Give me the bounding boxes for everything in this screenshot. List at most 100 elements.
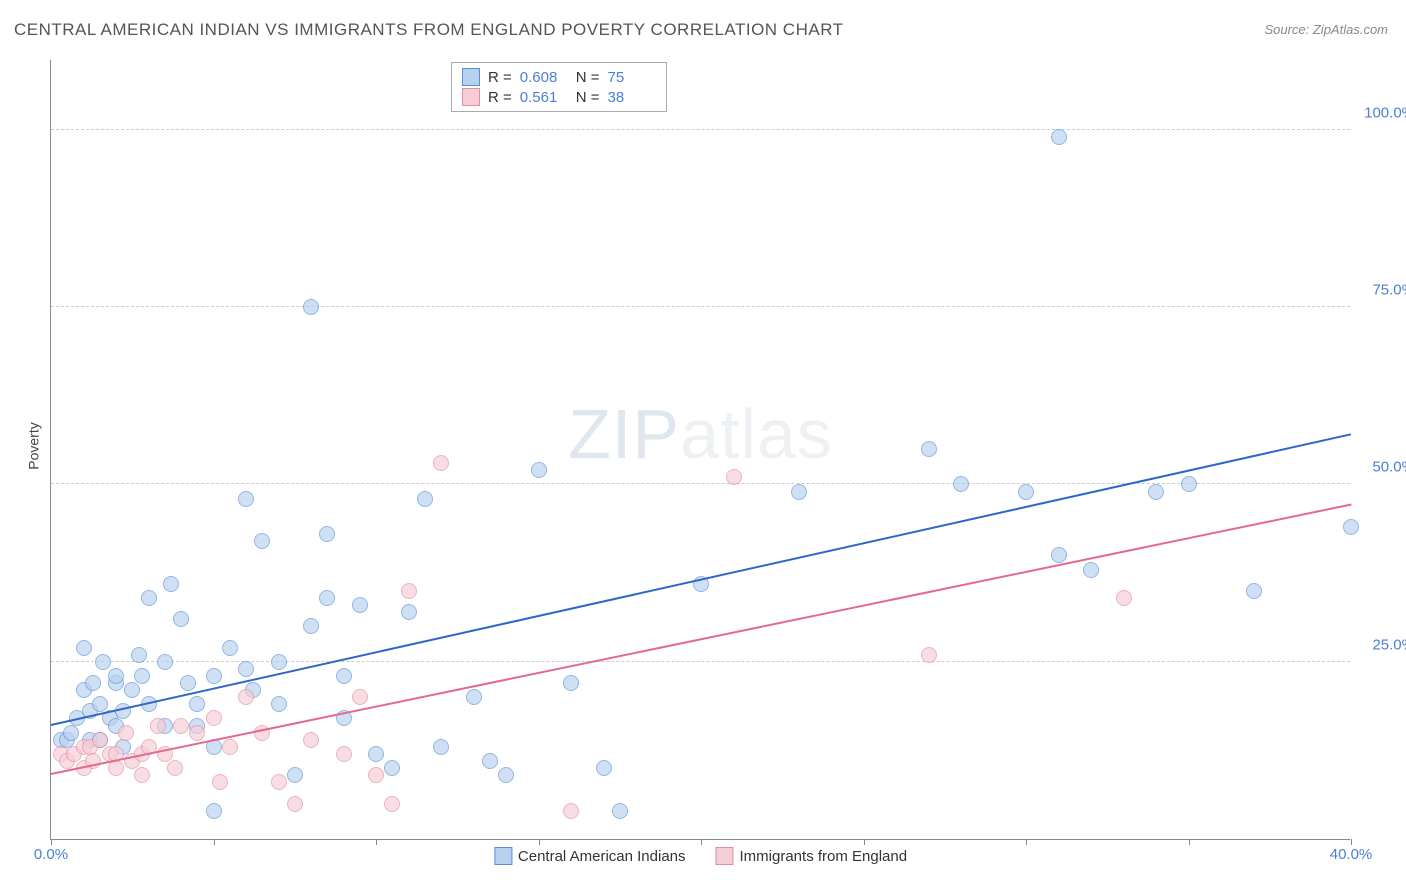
data-point-series1 — [92, 696, 108, 712]
x-tick-mark — [701, 839, 702, 845]
data-point-series1 — [287, 767, 303, 783]
y-tick-label: 50.0% — [1355, 459, 1406, 476]
data-point-series1 — [63, 725, 79, 741]
data-point-series1 — [498, 767, 514, 783]
data-point-series1 — [134, 668, 150, 684]
data-point-series1 — [95, 654, 111, 670]
x-tick-mark — [51, 839, 52, 845]
watermark: ZIPatlas — [568, 394, 833, 474]
data-point-series1 — [141, 590, 157, 606]
swatch-series2 — [716, 847, 734, 865]
data-point-series2 — [206, 710, 222, 726]
legend-item-series2: Immigrants from England — [716, 847, 908, 865]
y-tick-label: 25.0% — [1355, 636, 1406, 653]
data-point-series1 — [238, 661, 254, 677]
data-point-series1 — [433, 739, 449, 755]
data-point-series2 — [150, 718, 166, 734]
legend-label-series2: Immigrants from England — [740, 848, 908, 865]
data-point-series1 — [131, 647, 147, 663]
data-point-series2 — [189, 725, 205, 741]
data-point-series2 — [118, 725, 134, 741]
data-point-series1 — [1051, 129, 1067, 145]
data-point-series2 — [384, 796, 400, 812]
legend-label-series1: Central American Indians — [518, 848, 686, 865]
data-point-series1 — [180, 675, 196, 691]
x-tick-mark — [376, 839, 377, 845]
data-point-series1 — [222, 640, 238, 656]
data-point-series1 — [206, 803, 222, 819]
data-point-series1 — [417, 491, 433, 507]
data-point-series2 — [401, 583, 417, 599]
data-point-series1 — [563, 675, 579, 691]
data-point-series1 — [384, 760, 400, 776]
data-point-series1 — [319, 590, 335, 606]
x-tick-mark — [1026, 839, 1027, 845]
data-point-series2 — [352, 689, 368, 705]
data-point-series1 — [531, 462, 547, 478]
data-point-series1 — [1181, 476, 1197, 492]
data-point-series2 — [336, 746, 352, 762]
data-point-series1 — [271, 654, 287, 670]
n-value-series1: 75 — [608, 69, 656, 86]
data-point-series2 — [212, 774, 228, 790]
data-point-series1 — [401, 604, 417, 620]
data-point-series1 — [482, 753, 498, 769]
source-label: Source: ZipAtlas.com — [1264, 22, 1388, 37]
r-label: R = — [488, 89, 512, 106]
data-point-series1 — [189, 696, 205, 712]
data-point-series1 — [596, 760, 612, 776]
data-point-series2 — [433, 455, 449, 471]
data-point-series2 — [726, 469, 742, 485]
data-point-series1 — [303, 618, 319, 634]
legend-bottom: Central American Indians Immigrants from… — [494, 847, 907, 865]
data-point-series1 — [1051, 547, 1067, 563]
data-point-series1 — [108, 668, 124, 684]
data-point-series2 — [563, 803, 579, 819]
data-point-series1 — [254, 533, 270, 549]
data-point-series2 — [92, 732, 108, 748]
stats-legend-box: R = 0.608 N = 75 R = 0.561 N = 38 — [451, 62, 667, 112]
x-tick-mark — [539, 839, 540, 845]
data-point-series1 — [953, 476, 969, 492]
data-point-series1 — [124, 682, 140, 698]
swatch-series1 — [494, 847, 512, 865]
swatch-series2 — [462, 88, 480, 106]
gridline-h — [51, 306, 1350, 307]
data-point-series1 — [271, 696, 287, 712]
x-tick-mark — [1189, 839, 1190, 845]
data-point-series1 — [303, 299, 319, 315]
data-point-series2 — [238, 689, 254, 705]
data-point-series1 — [1083, 562, 1099, 578]
data-point-series1 — [157, 654, 173, 670]
data-point-series1 — [612, 803, 628, 819]
data-point-series2 — [921, 647, 937, 663]
n-label: N = — [576, 89, 600, 106]
r-value-series2: 0.561 — [520, 89, 568, 106]
data-point-series1 — [1018, 484, 1034, 500]
gridline-h — [51, 129, 1350, 130]
data-point-series2 — [134, 767, 150, 783]
data-point-series1 — [163, 576, 179, 592]
data-point-series1 — [85, 675, 101, 691]
data-point-series2 — [287, 796, 303, 812]
chart-title: CENTRAL AMERICAN INDIAN VS IMMIGRANTS FR… — [14, 20, 844, 40]
n-label: N = — [576, 69, 600, 86]
data-point-series1 — [206, 668, 222, 684]
data-point-series1 — [336, 668, 352, 684]
trend-line-series1 — [51, 433, 1351, 726]
n-value-series2: 38 — [608, 89, 656, 106]
data-point-series1 — [791, 484, 807, 500]
data-point-series2 — [1116, 590, 1132, 606]
data-point-series2 — [271, 774, 287, 790]
data-point-series2 — [222, 739, 238, 755]
r-label: R = — [488, 69, 512, 86]
data-point-series1 — [76, 640, 92, 656]
x-tick-label: 40.0% — [1330, 846, 1373, 863]
y-tick-label: 75.0% — [1355, 282, 1406, 299]
data-point-series2 — [173, 718, 189, 734]
data-point-series1 — [1148, 484, 1164, 500]
r-value-series1: 0.608 — [520, 69, 568, 86]
y-tick-label: 100.0% — [1355, 104, 1406, 121]
data-point-series1 — [368, 746, 384, 762]
x-tick-label: 0.0% — [34, 846, 68, 863]
